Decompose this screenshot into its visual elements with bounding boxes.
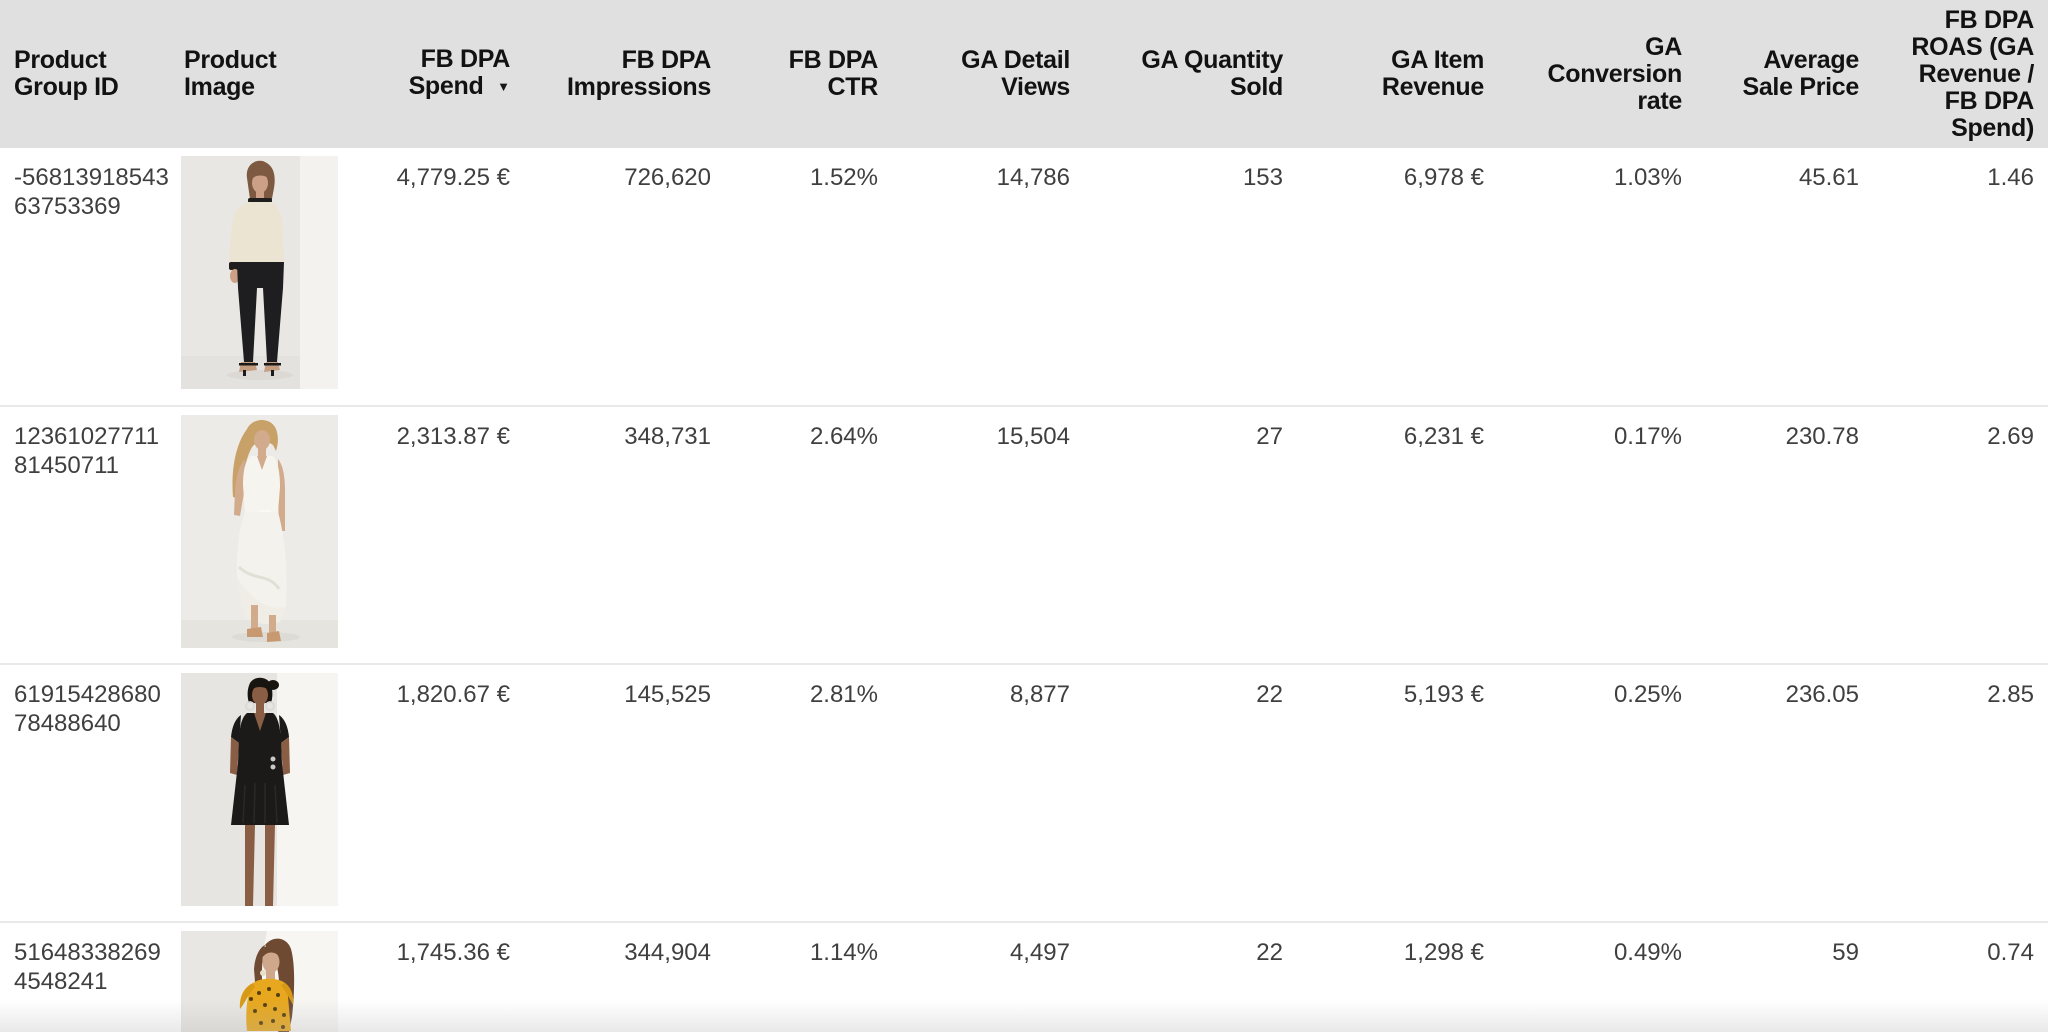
column-header-label: FB DPA CTR xyxy=(788,46,879,101)
cell-product-image xyxy=(170,663,342,922)
column-header-label: Average Sale Price xyxy=(1742,46,1859,101)
cell-ga-conversion-rate: 0.49% xyxy=(1498,921,1696,1032)
cell-ga-item-revenue: 6,978 € xyxy=(1403,164,1484,191)
cell-average-sale-price: 45.61 xyxy=(1798,164,1859,191)
column-header-ga-detail-views[interactable]: GA Detail Views xyxy=(892,0,1084,148)
cell-fb-dpa-ctr: 1.14% xyxy=(725,921,892,1032)
table-row: 516483382694548241 xyxy=(0,921,2048,1032)
column-header-average-sale-price[interactable]: Average Sale Price xyxy=(1696,0,1873,148)
cell-fb-dpa-impressions: 145,525 xyxy=(524,663,725,922)
cell-average-sale-price: 230.78 xyxy=(1696,405,1873,664)
column-header-label: FB DPA Impressions xyxy=(567,46,711,101)
cell-ga-detail-views: 8,877 xyxy=(892,663,1084,922)
cell-ga-item-revenue: 6,231 € xyxy=(1297,405,1498,664)
cell-product-image xyxy=(170,405,342,664)
cell-ga-quantity-sold: 22 xyxy=(1084,921,1297,1032)
column-header-product-image[interactable]: Product Image xyxy=(170,0,342,148)
product-image xyxy=(181,415,338,648)
table-row: 6191542868078488640 xyxy=(0,663,2048,922)
cell-fb-dpa-spend: 4,779.25 € xyxy=(396,164,510,191)
product-image xyxy=(181,931,338,1032)
table-row: 1236102771181450711 xyxy=(0,405,2048,664)
cell-average-sale-price: 59 xyxy=(1696,921,1873,1032)
cell-ga-detail-views: 14,786 xyxy=(996,164,1070,191)
table-header-row: Product Group ID Product Image FB DPA Sp… xyxy=(0,0,2048,148)
cell-product-group-id: 6191542868078488640 xyxy=(0,663,170,922)
cell-fb-dpa-ctr: 1.52% xyxy=(809,164,878,191)
column-header-label: Product Group ID xyxy=(14,46,119,101)
column-header-ga-item-revenue[interactable]: GA Item Revenue xyxy=(1297,0,1498,148)
cell-product-group-id: 1236102771181450711 xyxy=(0,405,170,664)
cell-fb-dpa-roas: 2.85 xyxy=(1873,663,2048,922)
sort-desc-icon: ▼ xyxy=(497,78,510,94)
cell-ga-conversion-rate: 0.17% xyxy=(1498,405,1696,664)
table-row: -5681391854363753369 xyxy=(0,148,2048,406)
cell-fb-dpa-spend: 2,313.87 € xyxy=(342,405,524,664)
cell-product-group-id: -5681391854363753369 xyxy=(14,164,169,220)
cell-ga-quantity-sold: 27 xyxy=(1084,405,1297,664)
column-header-label: GA Conversion rate xyxy=(1547,32,1682,115)
column-header-ga-conversion-rate[interactable]: GA Conversion rate xyxy=(1498,0,1696,148)
cell-fb-dpa-ctr: 2.81% xyxy=(725,663,892,922)
cell-fb-dpa-impressions: 348,731 xyxy=(524,405,725,664)
cell-ga-conversion-rate: 0.25% xyxy=(1498,663,1696,922)
cell-ga-conversion-rate: 1.03% xyxy=(1613,164,1682,191)
cell-ga-item-revenue: 1,298 € xyxy=(1297,921,1498,1032)
cell-fb-dpa-spend: 1,820.67 € xyxy=(342,663,524,922)
cell-ga-detail-views: 15,504 xyxy=(892,405,1084,664)
column-header-label: GA Detail Views xyxy=(961,46,1070,101)
column-header-ga-quantity-sold[interactable]: GA Quantity Sold xyxy=(1084,0,1297,148)
cell-fb-dpa-ctr: 2.64% xyxy=(725,405,892,664)
column-header-label: FB DPA ROAS (GA Revenue / FB DPA Spend) xyxy=(1911,5,2034,142)
cell-fb-dpa-spend: 1,745.36 € xyxy=(342,921,524,1032)
cell-ga-quantity-sold: 153 xyxy=(1242,164,1283,191)
column-header-product-group-id[interactable]: Product Group ID xyxy=(0,0,170,148)
product-image xyxy=(181,156,338,389)
column-header-label: FB DPA Spend xyxy=(408,44,511,100)
cell-fb-dpa-roas: 2.69 xyxy=(1873,405,2048,664)
column-header-label: GA Quantity Sold xyxy=(1141,46,1283,101)
cell-fb-dpa-roas: 1.46 xyxy=(1987,164,2034,191)
cell-ga-quantity-sold: 22 xyxy=(1084,663,1297,922)
cell-product-group-id: 516483382694548241 xyxy=(0,921,170,1032)
cell-fb-dpa-impressions: 344,904 xyxy=(524,921,725,1032)
column-header-label: Product Image xyxy=(184,46,277,101)
product-image xyxy=(181,673,338,906)
column-header-label: GA Item Revenue xyxy=(1381,46,1484,101)
cell-ga-item-revenue: 5,193 € xyxy=(1297,663,1498,922)
cell-product-image xyxy=(170,148,342,406)
cell-ga-detail-views: 4,497 xyxy=(892,921,1084,1032)
column-header-fb-dpa-impressions[interactable]: FB DPA Impressions xyxy=(524,0,725,148)
cell-fb-dpa-roas: 0.74 xyxy=(1873,921,2048,1032)
column-header-fb-dpa-spend[interactable]: FB DPA Spend ▼ xyxy=(342,0,524,148)
cell-product-image xyxy=(170,921,342,1032)
column-header-fb-dpa-roas[interactable]: FB DPA ROAS (GA Revenue / FB DPA Spend) xyxy=(1873,0,2048,148)
cell-average-sale-price: 236.05 xyxy=(1696,663,1873,922)
cell-fb-dpa-impressions: 726,620 xyxy=(624,164,711,191)
column-header-fb-dpa-ctr[interactable]: FB DPA CTR xyxy=(725,0,892,148)
